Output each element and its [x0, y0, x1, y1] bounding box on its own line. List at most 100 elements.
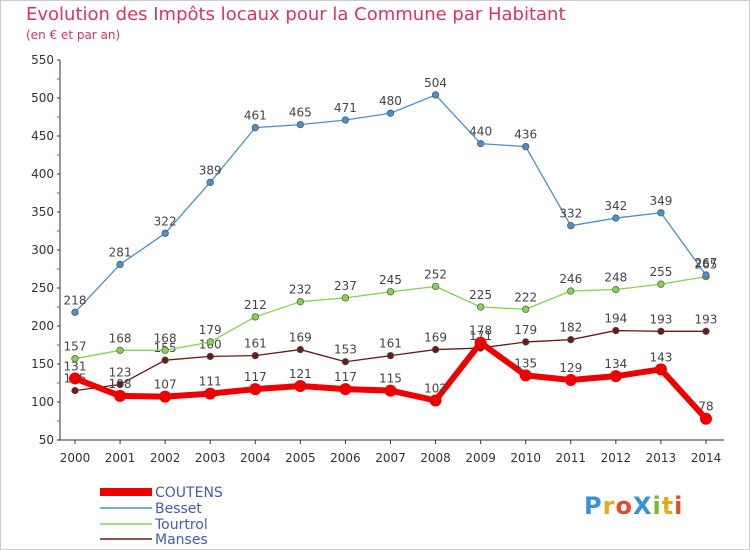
legend-label-manses: Manses	[155, 532, 208, 548]
logo-letter: i	[674, 492, 684, 520]
data-point	[567, 287, 575, 295]
data-label: 107	[154, 378, 177, 392]
data-label: 218	[64, 293, 87, 307]
data-label: 135	[514, 356, 537, 370]
logo-letter: t	[661, 492, 675, 520]
data-point	[296, 345, 305, 354]
x-tick-label: 2006	[330, 451, 361, 465]
data-point	[474, 336, 487, 349]
data-point	[567, 336, 575, 344]
data-label: 153	[334, 343, 357, 357]
data-point	[341, 116, 350, 124]
logo-letter: r	[602, 492, 616, 520]
data-point	[251, 313, 259, 321]
x-tick-label: 2002	[150, 451, 181, 465]
data-point	[161, 356, 169, 364]
data-label: 212	[244, 298, 267, 312]
data-point	[341, 358, 350, 366]
data-point	[431, 91, 440, 99]
data-point	[71, 355, 79, 363]
data-point	[114, 389, 127, 402]
logo-letter: P	[584, 492, 603, 520]
data-point	[522, 305, 530, 313]
data-label: 465	[289, 106, 312, 120]
data-point	[384, 384, 397, 397]
data-label: 193	[695, 312, 718, 326]
y-tick-label: 100	[31, 395, 54, 409]
data-label: 193	[649, 312, 672, 326]
data-label: 461	[244, 109, 267, 123]
x-tick-label: 2004	[240, 451, 271, 465]
data-point	[612, 326, 620, 335]
data-point	[699, 412, 712, 425]
data-label: 157	[64, 340, 87, 354]
data-label: 115	[379, 372, 402, 386]
data-point	[429, 394, 442, 407]
data-point	[69, 372, 81, 385]
x-tick-label: 2012	[601, 451, 632, 465]
data-label: 161	[379, 337, 402, 351]
data-point	[702, 271, 710, 279]
data-point	[431, 345, 440, 354]
data-label: 248	[604, 271, 627, 285]
data-label: 168	[154, 331, 177, 345]
y-tick-label: 350	[31, 205, 54, 219]
data-label: 471	[334, 101, 357, 115]
logo-letter: o	[615, 492, 633, 520]
data-point	[657, 280, 665, 288]
data-point	[296, 120, 305, 129]
data-label: 131	[64, 359, 87, 373]
data-label: 169	[289, 331, 312, 345]
y-tick-label: 550	[31, 53, 54, 67]
data-label: 171	[469, 329, 492, 343]
data-label: 252	[424, 267, 447, 281]
data-label: 111	[199, 375, 222, 389]
x-tick-label: 2010	[510, 451, 541, 465]
y-tick-label: 500	[31, 91, 54, 105]
x-tick-label: 2008	[420, 451, 451, 465]
data-label: 267	[695, 256, 718, 270]
data-point	[386, 351, 395, 360]
data-label: 178	[469, 324, 492, 338]
data-point	[612, 285, 620, 294]
data-point	[161, 346, 169, 354]
data-label: 480	[379, 94, 402, 108]
data-point	[71, 386, 79, 395]
legend-label-coutens: COUTENS	[155, 485, 223, 501]
data-label: 246	[559, 272, 582, 286]
data-label: 134	[604, 357, 627, 371]
data-label: 121	[289, 367, 312, 381]
series-besset: 218 281 322 389 461 465 471 480 504 440 436 332 342 3…	[64, 76, 718, 316]
data-label: 225	[469, 288, 492, 302]
data-label: 194	[604, 312, 627, 326]
data-point	[519, 369, 532, 382]
data-label: 322	[154, 214, 177, 228]
data-point	[612, 214, 620, 222]
data-point	[251, 123, 259, 132]
data-label: 182	[559, 321, 582, 335]
axes: 50 100 150 200 250 300 350 400 450 500 550 2000 2001…	[31, 53, 724, 465]
data-point	[71, 308, 79, 316]
y-tick-label: 300	[31, 243, 54, 257]
data-point	[116, 346, 124, 354]
data-point	[206, 178, 214, 187]
data-point	[386, 288, 395, 296]
y-tick-label: 150	[31, 357, 54, 371]
data-point	[159, 390, 172, 403]
logo-letter: i	[652, 492, 662, 520]
x-tick-label: 2000	[60, 451, 91, 465]
data-point	[386, 109, 395, 117]
y-tick-label: 50	[39, 433, 54, 447]
data-label: 143	[649, 350, 672, 364]
y-tick-label: 400	[31, 167, 54, 181]
series-coutens: 131 108 107 111 117 121 117 115 102 178 135 129 134 1…	[64, 324, 714, 425]
data-label: 179	[199, 323, 222, 337]
data-label: 237	[334, 279, 357, 293]
data-point	[657, 209, 665, 217]
legend-label-besset: Besset	[155, 501, 202, 517]
x-tick-label: 2014	[691, 451, 722, 465]
data-point	[702, 327, 710, 335]
data-point	[206, 352, 214, 361]
data-point	[116, 260, 124, 269]
